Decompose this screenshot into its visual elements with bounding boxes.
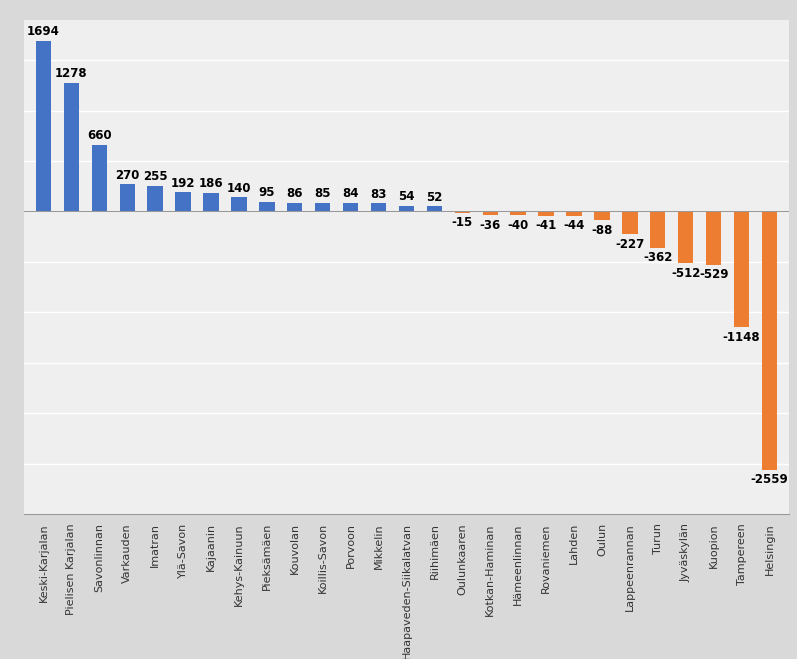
Text: 85: 85 <box>315 187 331 200</box>
Text: -227: -227 <box>615 238 645 251</box>
Text: 54: 54 <box>398 190 414 204</box>
Text: -1148: -1148 <box>723 331 760 344</box>
Bar <box>398 206 414 212</box>
Text: -40: -40 <box>508 219 528 232</box>
Bar <box>147 186 163 212</box>
Bar <box>426 206 442 212</box>
Bar <box>650 212 665 248</box>
Text: 95: 95 <box>258 186 275 199</box>
Text: 86: 86 <box>287 187 303 200</box>
Bar <box>64 82 79 212</box>
Bar <box>511 212 526 215</box>
Bar <box>678 212 693 263</box>
Bar <box>734 212 749 328</box>
Text: -362: -362 <box>643 252 673 264</box>
Text: 52: 52 <box>426 190 442 204</box>
Bar <box>539 212 554 215</box>
Bar <box>567 212 582 216</box>
Text: -44: -44 <box>563 219 585 233</box>
Bar <box>287 203 302 212</box>
Bar <box>175 192 190 212</box>
Bar <box>343 203 359 212</box>
Text: 186: 186 <box>198 177 223 190</box>
Bar <box>482 212 498 215</box>
Bar <box>203 192 218 212</box>
Text: 140: 140 <box>226 182 251 195</box>
Bar <box>231 197 246 212</box>
Text: -36: -36 <box>480 219 501 231</box>
Text: 1694: 1694 <box>27 25 60 38</box>
Bar <box>259 202 274 212</box>
Text: -88: -88 <box>591 224 613 237</box>
Text: 270: 270 <box>115 169 139 182</box>
Text: -41: -41 <box>536 219 557 232</box>
Text: 255: 255 <box>143 170 167 183</box>
Bar <box>595 212 610 220</box>
Bar <box>706 212 721 265</box>
Bar <box>120 184 135 212</box>
Text: 192: 192 <box>171 177 195 190</box>
Bar <box>454 212 470 213</box>
Text: 1278: 1278 <box>55 67 88 80</box>
Bar <box>36 41 51 212</box>
Text: -512: -512 <box>671 267 701 279</box>
Bar <box>762 212 777 469</box>
Bar <box>92 145 107 212</box>
Text: -2559: -2559 <box>751 473 788 486</box>
Bar <box>315 203 331 212</box>
Text: 83: 83 <box>371 188 387 200</box>
Text: 660: 660 <box>87 129 112 142</box>
Bar <box>622 212 638 235</box>
Text: -529: -529 <box>699 268 728 281</box>
Text: -15: -15 <box>452 216 473 229</box>
Text: 84: 84 <box>343 187 359 200</box>
Bar <box>371 203 387 212</box>
